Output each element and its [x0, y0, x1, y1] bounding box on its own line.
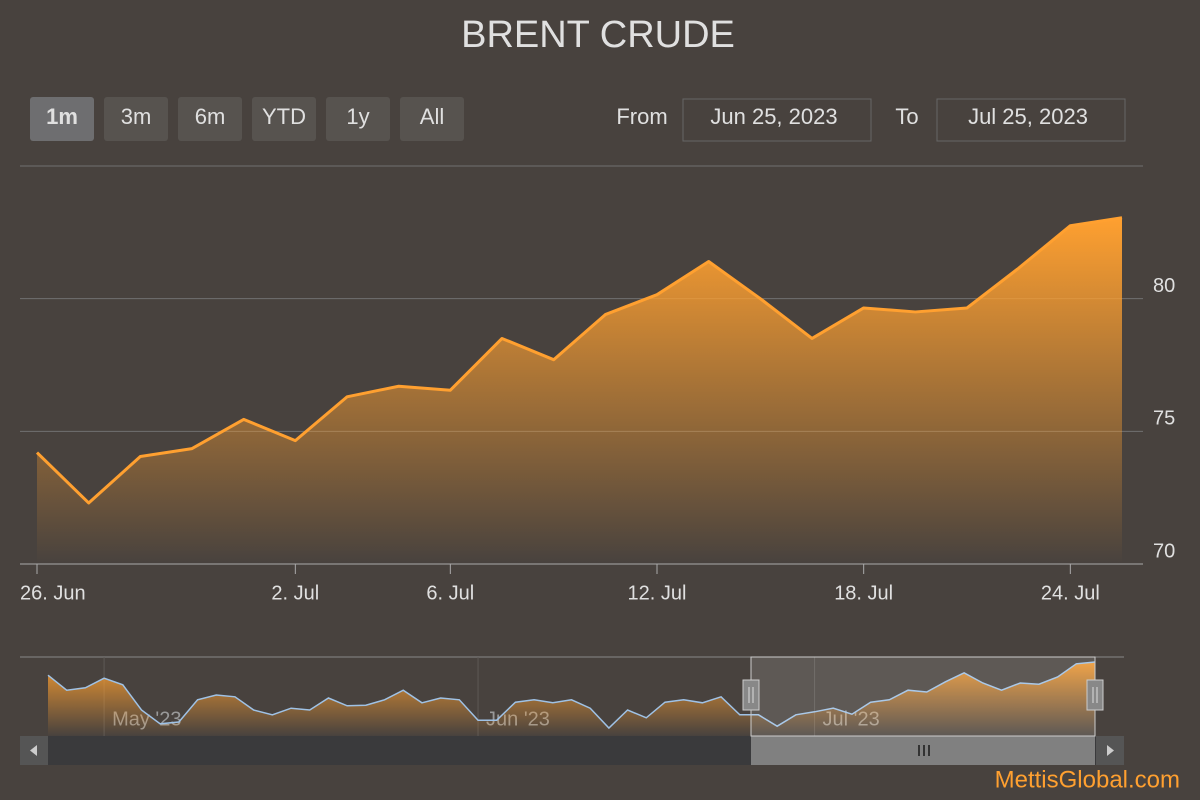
range-button-label[interactable]: 6m — [195, 104, 226, 129]
navigator-line — [47, 661, 1096, 730]
x-tick-label: 6. Jul — [426, 582, 474, 604]
to-input[interactable] — [936, 98, 1126, 142]
navigator-handle-left[interactable] — [742, 679, 760, 711]
to-value[interactable]: Jul 25, 2023 — [968, 104, 1088, 129]
handle-grip — [748, 687, 754, 703]
range-button[interactable] — [326, 97, 390, 141]
x-tick-label: 26. Jun — [20, 582, 86, 604]
from-input[interactable] — [682, 98, 872, 142]
range-button[interactable] — [400, 97, 464, 141]
y-tick-label: 80 — [1153, 275, 1175, 297]
scroll-left-arrow — [30, 745, 37, 756]
y-tick-label: 75 — [1153, 408, 1175, 430]
x-tick-label: 24. Jul — [1041, 582, 1100, 604]
from-value[interactable]: Jun 25, 2023 — [710, 104, 837, 129]
navigator-handle-right[interactable] — [1086, 679, 1104, 711]
range-button[interactable] — [178, 97, 242, 141]
range-button[interactable] — [104, 97, 168, 141]
range-button-label[interactable]: YTD — [262, 104, 306, 129]
to-label: To — [895, 104, 918, 129]
line — [35, 216, 1123, 505]
range-button[interactable] — [252, 97, 316, 141]
y-tick-label: 70 — [1153, 540, 1175, 562]
range-button-label[interactable]: 1m — [46, 104, 78, 129]
x-tick-label: 2. Jul — [271, 582, 319, 604]
range-button-label[interactable]: 3m — [121, 104, 152, 129]
area — [37, 217, 1122, 565]
navigator-selection — [750, 656, 1096, 737]
x-tick-label: 18. Jul — [834, 582, 893, 604]
from-label: From — [616, 104, 667, 129]
range-button[interactable] — [30, 97, 94, 141]
scrollbar-grip — [918, 745, 930, 756]
range-button-label[interactable]: All — [420, 104, 444, 129]
range-button-label[interactable]: 1y — [346, 104, 369, 129]
navigator-area — [48, 662, 1095, 736]
scroll-right-arrow — [1107, 745, 1114, 756]
x-tick-label: 12. Jul — [628, 582, 687, 604]
chart-title: BRENT CRUDE — [461, 14, 735, 56]
handle-grip — [1092, 687, 1098, 703]
credit: MettisGlobal.com — [995, 766, 1180, 793]
